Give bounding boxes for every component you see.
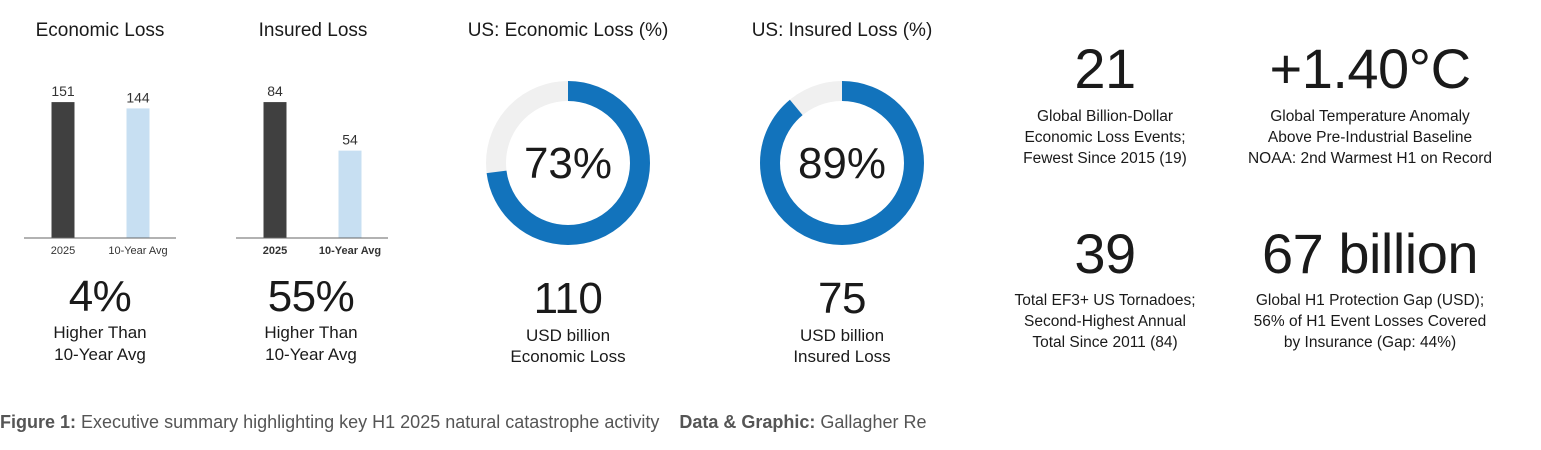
stat-line: Above Pre-Industrial Baseline	[1267, 129, 1473, 146]
economic-loss-bar-chart: 151 2025 144 10-Year Avg	[24, 83, 176, 257]
stat-line: Global Temperature Anomaly	[1270, 108, 1470, 125]
bar-value-label: 151	[51, 83, 75, 99]
stat-line: Fewest Since 2015 (19)	[1023, 150, 1187, 167]
stat-temperature-anomaly-value: +1.40°C	[1269, 37, 1471, 100]
stat-temperature-anomaly-desc: Global Temperature Anomaly Above Pre-Ind…	[1225, 106, 1515, 169]
donut-value-arc	[486, 81, 650, 245]
donut-center-label: 73%	[524, 139, 612, 188]
stat-line: Global Billion-Dollar	[1036, 108, 1174, 125]
figure-caption: Figure 1: Executive summary highlighting…	[0, 412, 926, 433]
us-economic-loss-donut: 73%	[486, 81, 650, 245]
us-economic-loss-value: 110	[533, 274, 603, 323]
economic-loss-change: 4%	[68, 272, 132, 321]
bar-10-year-avg	[126, 108, 150, 239]
category-label: 2025	[263, 245, 287, 257]
source-text: Gallagher Re	[820, 412, 927, 432]
us-insured-loss-donut: 89%	[760, 81, 924, 245]
source-label: Data & Graphic:	[679, 412, 816, 432]
insured-loss-change-label-1: Higher Than	[264, 323, 358, 342]
stat-line: Second-Highest Annual	[1023, 313, 1186, 330]
stat-tornadoes-desc: Total EF3+ US Tornadoes; Second-Highest …	[985, 290, 1225, 353]
bar-10-year-avg	[338, 150, 362, 238]
stat-protection-gap-value: 67 billion	[1261, 222, 1479, 285]
chart-title-us-economic-loss: US: Economic Loss (%)	[467, 20, 669, 41]
stat-protection-gap-desc: Global H1 Protection Gap (USD); 56% of H…	[1225, 290, 1515, 353]
stat-line: Economic Loss Events;	[1024, 129, 1186, 146]
economic-loss-change-label-1: Higher Than	[53, 323, 147, 342]
bar-value-label: 84	[267, 83, 283, 99]
us-economic-loss-unit: USD billion	[525, 326, 611, 345]
stat-line: 56% of H1 Event Losses Covered	[1253, 313, 1487, 330]
chart-title-economic-loss: Economic Loss	[35, 20, 165, 41]
category-label: 10-Year Avg	[108, 245, 167, 257]
stat-billion-dollar-events-value: 21	[1074, 37, 1136, 100]
stat-line: Total Since 2011 (84)	[1032, 334, 1178, 351]
bar-value-label: 54	[342, 132, 358, 148]
stat-tornadoes-value: 39	[1074, 222, 1136, 285]
figure-text: Executive summary highlighting key H1 20…	[81, 412, 660, 432]
bar-2025	[263, 102, 287, 238]
figure-label: Figure 1:	[0, 412, 77, 432]
stat-line: NOAA: 2nd Warmest H1 on Record	[1247, 150, 1493, 167]
chart-title-us-insured-loss: US: Insured Loss (%)	[751, 20, 933, 41]
bar-value-label: 144	[126, 89, 150, 105]
us-insured-loss-label: Insured Loss	[793, 347, 891, 366]
insured-loss-change: 55%	[267, 272, 355, 321]
category-label: 10-Year Avg	[319, 245, 381, 257]
stat-billion-dollar-events-desc: Global Billion-Dollar Economic Loss Even…	[985, 106, 1225, 169]
stat-line: Total EF3+ US Tornadoes;	[1014, 292, 1196, 309]
category-label: 2025	[51, 245, 75, 257]
us-insured-loss-unit: USD billion	[799, 326, 885, 345]
insured-loss-change-label-2: 10-Year Avg	[265, 345, 357, 364]
bar-2025	[51, 102, 75, 238]
chart-title-insured-loss: Insured Loss	[258, 20, 368, 41]
us-insured-loss-value: 75	[818, 274, 866, 323]
donut-center-label: 89%	[798, 139, 886, 188]
donut-value-arc	[760, 81, 924, 245]
economic-loss-change-label-2: 10-Year Avg	[54, 345, 146, 364]
insured-loss-bar-chart: 84 2025 54 10-Year Avg	[236, 83, 388, 257]
us-economic-loss-label: Economic Loss	[510, 347, 626, 366]
stat-line: Global H1 Protection Gap (USD);	[1255, 292, 1485, 309]
stat-line: by Insurance (Gap: 44%)	[1283, 334, 1457, 351]
